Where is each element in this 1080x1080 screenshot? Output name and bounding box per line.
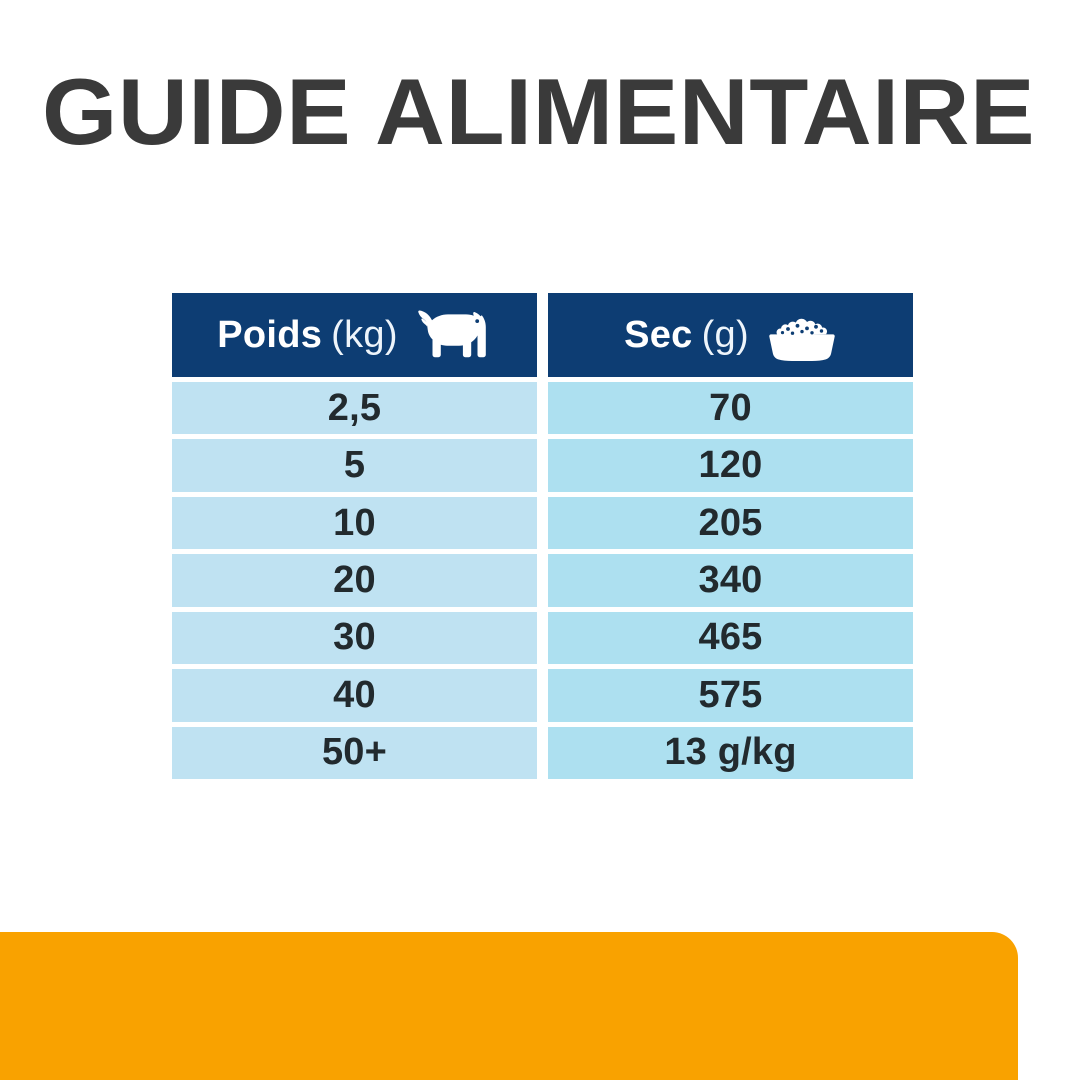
table-row: 50+ 13 g/kg [172, 726, 913, 780]
table-cell-weight: 2,5 [172, 382, 537, 435]
feeding-guide-table: Poids (kg) Sec (g) [172, 293, 913, 780]
dry-header-unit: (g) [701, 313, 749, 356]
dry-value: 70 [709, 386, 752, 429]
page-title: GUIDE ALIMENTAIRE [42, 59, 1036, 164]
table-cell-weight: 50+ [172, 726, 537, 780]
table-cell-weight: 10 [172, 496, 537, 550]
table-row: 10 205 [172, 496, 913, 550]
table-cell-dry: 575 [548, 669, 913, 722]
weight-value: 30 [333, 616, 376, 659]
bottom-orange-banner [0, 932, 1018, 1080]
table-cell-dry: 340 [548, 554, 913, 607]
dry-value: 465 [698, 616, 763, 659]
weight-header-label: Poids [217, 313, 323, 356]
table-header-cell-dry: Sec (g) [548, 293, 913, 378]
table-row: 40 575 [172, 669, 913, 722]
dry-value: 205 [698, 501, 763, 544]
weight-value: 5 [343, 444, 366, 487]
table-cell-weight: 40 [172, 669, 537, 722]
weight-header-text: Poids (kg) [217, 314, 398, 357]
weight-value: 10 [333, 501, 376, 544]
food-bowl-icon [767, 309, 837, 362]
dry-value: 120 [698, 444, 763, 487]
table-cell-weight: 20 [172, 554, 537, 607]
table-cell-dry: 120 [548, 439, 913, 492]
weight-header-unit: (kg) [331, 313, 398, 356]
table-cell-dry: 70 [548, 382, 913, 435]
dry-value: 575 [698, 673, 763, 716]
table-header-cell-weight: Poids (kg) [172, 293, 537, 378]
dry-header-label: Sec [624, 313, 693, 356]
weight-value: 2,5 [327, 386, 382, 429]
weight-value: 50+ [321, 731, 388, 774]
table-cell-weight: 5 [172, 439, 537, 492]
dog-icon [418, 310, 492, 360]
table-cell-dry: 205 [548, 496, 913, 550]
table-header-row: Poids (kg) Sec (g) [172, 293, 913, 378]
table-row: 5 120 [172, 439, 913, 492]
table-row: 20 340 [172, 554, 913, 607]
weight-value: 20 [333, 559, 376, 602]
dry-header-text: Sec (g) [624, 314, 749, 357]
table-cell-weight: 30 [172, 611, 537, 665]
weight-value: 40 [333, 673, 376, 716]
table-cell-dry: 465 [548, 611, 913, 665]
dry-value: 13 g/kg [664, 731, 797, 774]
table-row: 2,5 70 [172, 382, 913, 435]
table-row: 30 465 [172, 611, 913, 665]
table-cell-dry: 13 g/kg [548, 726, 913, 780]
dry-value: 340 [698, 559, 763, 602]
